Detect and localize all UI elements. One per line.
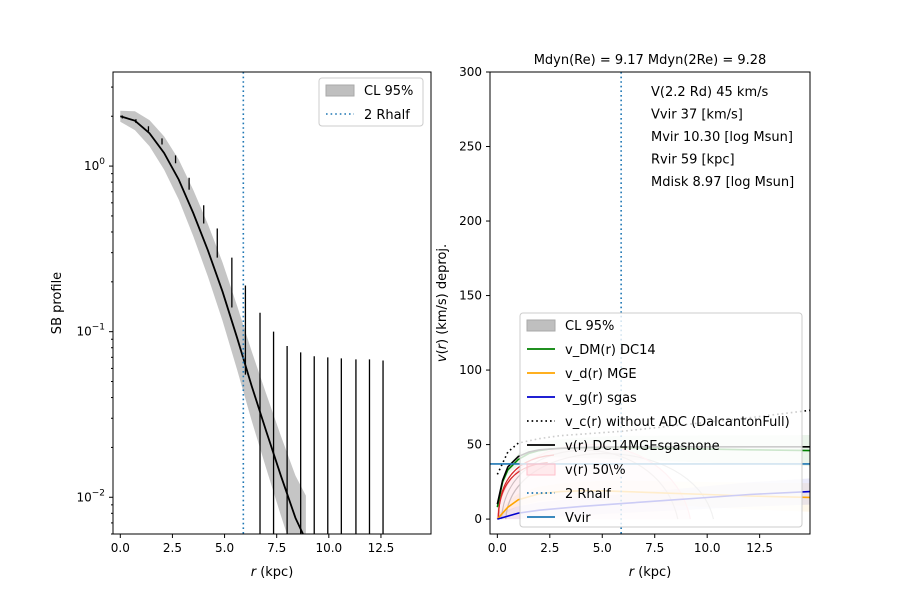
right-annotation: Rvir 59 [kpc] bbox=[651, 153, 735, 168]
right-xtick-label: 7.5 bbox=[645, 541, 664, 555]
right-annotation: V(2.2 Rd) 45 km/s bbox=[651, 85, 769, 100]
right-annotations: V(2.2 Rd) 45 km/s Vvir 37 [km/s] Mvir 10.3… bbox=[651, 85, 794, 190]
right-xtick-label: 10.0 bbox=[694, 541, 721, 555]
right-legend-label: Vvir bbox=[565, 511, 591, 526]
right-legend-label: v_g(r) sgas bbox=[565, 391, 637, 406]
left-legend-label-cl: CL 95% bbox=[364, 84, 413, 99]
right-legend-patch bbox=[526, 463, 556, 476]
left-xtick-label: 5.0 bbox=[215, 541, 234, 555]
left-ytick-label: 100 bbox=[84, 157, 105, 173]
left-legend: CL 95% 2 Rhalf bbox=[318, 77, 424, 127]
right-ytick-label: 100 bbox=[459, 363, 482, 377]
right-annotation: Vvir 37 [km/s] bbox=[651, 108, 743, 123]
right-legend-label: v(r) DC14MGEsgasnone bbox=[565, 439, 720, 454]
left-model-curve bbox=[120, 115, 304, 534]
right-annotation: Mvir 10.30 [log Msun] bbox=[651, 130, 793, 145]
right-ytick-label: 200 bbox=[459, 214, 482, 228]
left-xtick-label: 12.5 bbox=[368, 541, 395, 555]
right-ytick-label: 0 bbox=[474, 512, 482, 526]
left-cl-band bbox=[120, 110, 306, 534]
left-xtick-label: 2.5 bbox=[163, 541, 182, 555]
right-ytick-label: 300 bbox=[459, 65, 482, 79]
right-annotation: Mdisk 8.97 [log Msun] bbox=[651, 175, 794, 190]
right-legend-label: v_c(r) without ADC (DalcantonFull) bbox=[565, 415, 790, 430]
left-xlabel: r (kpc) bbox=[251, 565, 294, 580]
right-xtick-label: 2.5 bbox=[540, 541, 559, 555]
right-legend-label: v_d(r) MGE bbox=[565, 367, 637, 382]
right-legend-label: v_DM(r) DC14 bbox=[565, 343, 656, 358]
right-legend-patch bbox=[526, 319, 556, 332]
right-title: Mdyn(Re) = 9.17 Mdyn(2Re) = 9.28 bbox=[534, 53, 767, 68]
right-axes-frame bbox=[489, 71, 811, 535]
left-legend-label-rhalf: 2 Rhalf bbox=[364, 108, 410, 123]
right-legend-label: CL 95% bbox=[565, 319, 614, 334]
right-xtick-label: 12.5 bbox=[746, 541, 773, 555]
left-xtick-label: 10.0 bbox=[315, 541, 342, 555]
right-ytick-label: 250 bbox=[459, 140, 482, 154]
right-panel: 0.0 2.5 5.0 7.5 10.0 12.5 0 50 100 150 200 250 300 M… bbox=[435, 53, 811, 580]
right-xtick-label: 0.0 bbox=[488, 541, 507, 555]
right-ytick-label: 150 bbox=[459, 289, 482, 303]
left-ylabel: SB profile bbox=[50, 272, 65, 334]
right-ylabel: v(r) (km/s) deproj. bbox=[435, 244, 450, 362]
right-legend: CL 95% v_DM(r) DC14 v_d(r) MGE v_g(r) sgas v… bbox=[519, 312, 803, 528]
left-axes-frame bbox=[112, 71, 432, 535]
right-xlabel: r (kpc) bbox=[629, 565, 672, 580]
right-xtick-label: 5.0 bbox=[593, 541, 612, 555]
right-legend-box bbox=[519, 312, 803, 528]
right-legend-label: v(r) 50\% bbox=[565, 463, 626, 478]
right-legend-label: 2 Rhalf bbox=[565, 487, 611, 502]
left-ytick-label: 10−2 bbox=[76, 488, 105, 504]
left-legend-cl-patch bbox=[325, 84, 355, 97]
left-ytick-label: 10−1 bbox=[76, 323, 105, 339]
left-xtick-label: 7.5 bbox=[267, 541, 286, 555]
left-xtick-label: 0.0 bbox=[111, 541, 130, 555]
right-ytick-label: 50 bbox=[467, 438, 482, 452]
